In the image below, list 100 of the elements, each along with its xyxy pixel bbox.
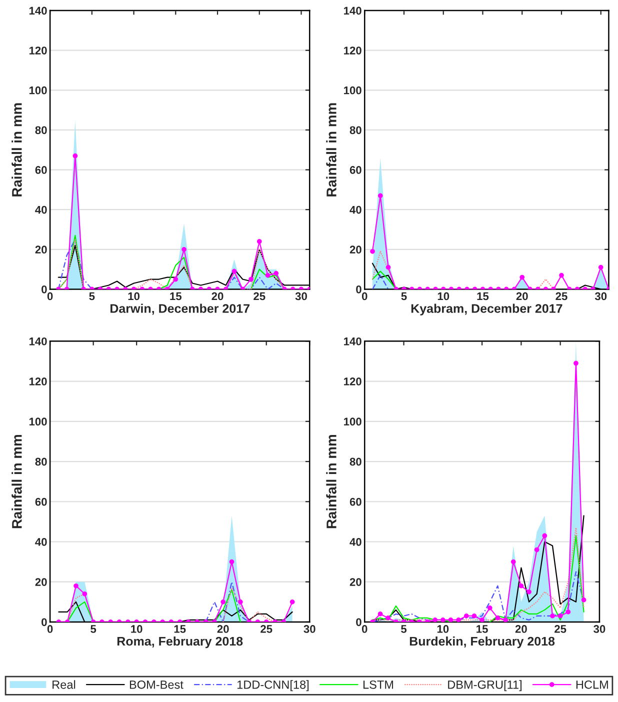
y-tick-label: 60 [35, 166, 47, 174]
x-tick-label: 0 [47, 292, 53, 300]
point [558, 614, 563, 618]
y-tick-label: 100 [344, 86, 362, 94]
line-series [205, 581, 250, 622]
x-tick-label: 5 [89, 292, 95, 300]
point [378, 193, 383, 198]
y-tick-label: 140 [29, 6, 47, 15]
point [518, 583, 524, 588]
y-tick-label: 40 [350, 206, 362, 214]
y-axis-title: Rainfall in mm [12, 103, 22, 196]
y-tick-label: 40 [350, 538, 362, 546]
y-axis-title: Rainfall in mm [326, 434, 336, 528]
x-tick-label: 5 [401, 625, 407, 633]
x-tick-label: 25 [260, 625, 272, 633]
y-tick-label: 60 [350, 498, 362, 506]
x-tick-label: 20 [516, 292, 528, 300]
y-tick-label: 20 [35, 578, 47, 586]
y-tick-label: 40 [35, 538, 47, 546]
x-tick-label: 30 [594, 292, 607, 300]
x-tick-label: 30 [304, 625, 316, 633]
y-tick-label: 20 [350, 578, 362, 586]
x-tick-label: 10 [437, 625, 449, 633]
legend-label: HCLM [576, 680, 608, 689]
y-tick-label: 0 [42, 285, 47, 294]
point [542, 533, 548, 538]
point [480, 618, 484, 622]
point [520, 274, 525, 280]
x-tick-label: 0 [362, 625, 368, 633]
point [550, 614, 555, 618]
point [534, 547, 540, 552]
x-tick-label: 20 [515, 625, 527, 633]
point [370, 248, 375, 254]
point [386, 264, 391, 270]
x-tick-label: 20 [217, 625, 229, 633]
x-axis-title: Darwin, December 2017 [110, 304, 250, 315]
y-tick-label: 80 [350, 458, 362, 466]
point [487, 606, 492, 610]
x-tick-label: 15 [174, 625, 186, 633]
x-tick-label: 15 [476, 625, 488, 633]
y-tick-label: 120 [29, 46, 47, 54]
x-tick-label: 10 [438, 292, 450, 300]
x-tick-label: 10 [128, 292, 140, 300]
y-axis-title: Rainfall in mm [326, 103, 336, 196]
x-tick-label: 25 [254, 292, 266, 300]
point [464, 614, 469, 618]
point [574, 360, 578, 366]
point [456, 618, 461, 622]
y-tick-label: 20 [35, 246, 47, 254]
x-tick-label: 25 [554, 625, 566, 633]
point [598, 264, 604, 270]
x-tick-label: 15 [477, 292, 489, 300]
legend-label: BOM-Best [130, 680, 184, 689]
x-tick-label: 5 [401, 292, 407, 300]
x-tick-label: 10 [131, 625, 142, 633]
x-tick-label: 0 [47, 625, 53, 633]
point [503, 618, 508, 622]
y-tick-label: 80 [35, 126, 47, 134]
point [378, 612, 383, 616]
y-tick-label: 60 [350, 166, 362, 174]
y-tick-label: 100 [344, 418, 362, 426]
point [440, 618, 446, 622]
y-tick-label: 140 [29, 337, 47, 346]
legend-label: 1DD-CNN[18] [237, 680, 309, 692]
point [432, 618, 438, 622]
point [566, 610, 571, 614]
point [559, 272, 564, 278]
y-tick-label: 0 [42, 618, 47, 626]
y-tick-label: 120 [344, 378, 362, 386]
x-tick-label: 25 [556, 292, 568, 300]
x-tick-label: 5 [90, 625, 96, 633]
x-tick-label: 0 [362, 292, 368, 300]
x-axis-title: Kyabram, December 2017 [411, 304, 562, 316]
y-tick-label: 140 [344, 6, 362, 15]
point [581, 597, 586, 602]
y-tick-label: 100 [29, 86, 47, 94]
point [495, 616, 500, 620]
y-tick-label: 120 [344, 46, 362, 54]
legend-label: Real [52, 680, 76, 689]
y-axis-title: Rainfall in mm [12, 434, 22, 528]
y-tick-label: 80 [35, 458, 47, 466]
y-tick-label: 140 [344, 337, 362, 346]
y-tick-label: 20 [350, 246, 362, 254]
point [510, 559, 516, 564]
y-tick-label: 80 [350, 126, 362, 134]
point [472, 614, 477, 618]
y-tick-label: 100 [29, 418, 47, 426]
y-tick-label: 40 [35, 206, 47, 214]
point [526, 589, 532, 594]
x-tick-label: 15 [170, 292, 182, 300]
x-tick-label: 30 [295, 292, 307, 300]
x-tick-label: 20 [212, 292, 224, 300]
point [448, 618, 454, 622]
x-axis-title: Burdekin, February 2018 [410, 636, 555, 648]
y-tick-label: 120 [29, 378, 47, 386]
point [386, 616, 391, 620]
x-axis-title: Roma, February 2018 [117, 636, 243, 648]
legend-label: DBM-GRU[11] [448, 680, 522, 692]
y-tick-label: 0 [356, 285, 362, 294]
y-tick-label: 0 [356, 618, 362, 626]
